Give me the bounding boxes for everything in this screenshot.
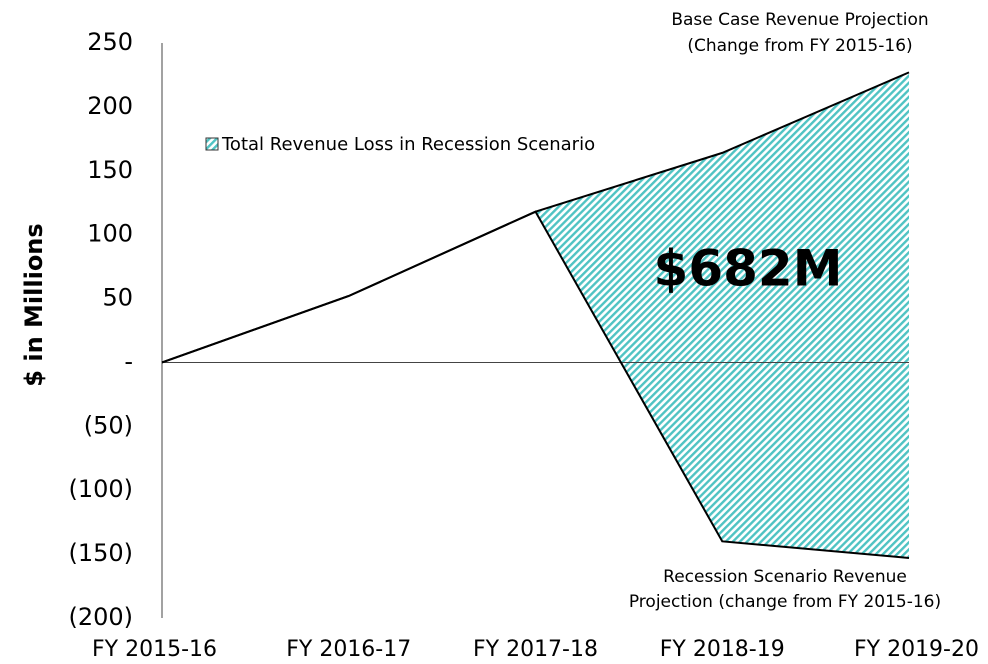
y-tick-label: (50) xyxy=(84,411,133,439)
x-tick-label: FY 2017-18 xyxy=(473,637,598,662)
series-label: Projection (change from FY 2015-16) xyxy=(629,592,941,612)
x-tick-label: FY 2018-19 xyxy=(660,637,785,662)
loss-area xyxy=(162,72,909,558)
y-tick-label: (200) xyxy=(68,603,133,631)
y-tick-label: 150 xyxy=(87,156,133,184)
y-tick-label: 50 xyxy=(102,284,133,312)
legend-swatch xyxy=(205,137,219,151)
legend-label: Total Revenue Loss in Recession Scenario xyxy=(221,134,595,155)
x-tick-label: FY 2015-16 xyxy=(92,637,217,662)
y-tick-label: (100) xyxy=(68,475,133,503)
line xyxy=(161,210,910,559)
x-tick-label: FY 2016-17 xyxy=(286,637,411,662)
y-tick-label: - xyxy=(124,347,133,375)
x-tick-label: FY 2019-20 xyxy=(854,637,979,662)
series-label: Recession Scenario Revenue xyxy=(663,567,907,587)
y-axis-title: $ in Millions xyxy=(20,223,48,386)
y-tick-label: 200 xyxy=(87,92,133,120)
y-tick-label: (150) xyxy=(68,539,133,567)
series-label: (Change from FY 2015-16) xyxy=(687,36,912,56)
series-label: Base Case Revenue Projection xyxy=(671,10,928,30)
y-tick-label: 250 xyxy=(87,28,133,56)
y-tick-label: 100 xyxy=(87,220,133,248)
area-label: $682M xyxy=(654,240,843,298)
